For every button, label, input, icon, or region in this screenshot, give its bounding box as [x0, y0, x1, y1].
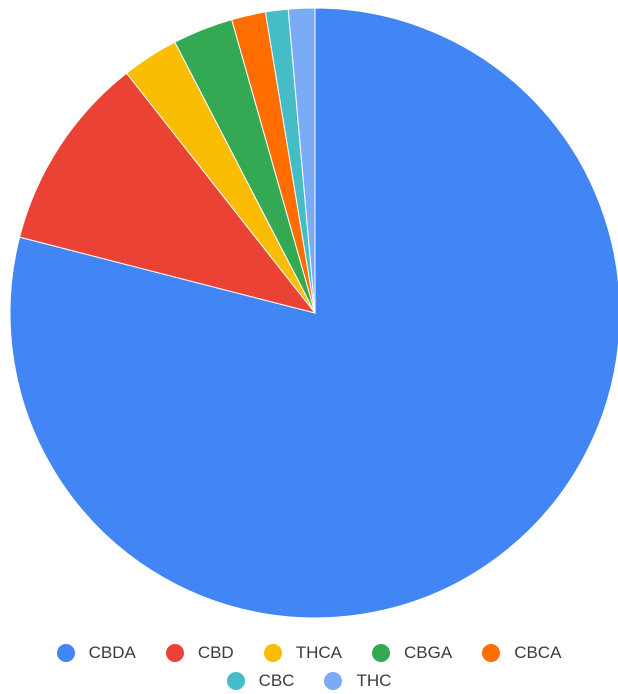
legend-swatch-cbda: [56, 644, 75, 662]
legend-swatch-cbca: [482, 644, 501, 662]
legend-item-thca: THCA: [263, 643, 342, 663]
legend-label-cbda: CBDA: [88, 643, 136, 662]
legend-label-cbga: CBGA: [404, 643, 453, 662]
legend-item-cbga: CBGA: [372, 643, 452, 663]
legend-swatch-thca: [263, 644, 282, 662]
pie-slice-cbd: [18, 72, 317, 314]
legend-label-cbc: CBC: [258, 671, 295, 690]
legend-swatch-thc: [324, 672, 343, 690]
legend-label-thca: THCA: [295, 643, 342, 662]
legend-item-cbc: CBC: [226, 671, 295, 691]
legend-item-cbca: CBCA: [482, 643, 561, 663]
legend-swatch-cbga: [372, 644, 390, 662]
legend-swatch-cbc: [226, 672, 245, 690]
legend-item-thc: THC: [324, 671, 391, 691]
legend-label-cbca: CBCA: [514, 643, 562, 662]
pie-chart-plot: [9, 7, 618, 619]
pie-slice-thc: [287, 7, 316, 314]
legend-swatch-cbd: [165, 644, 184, 662]
legend-row-2: CBC THC: [0, 671, 618, 691]
legend-label-cbd: CBD: [197, 643, 234, 662]
legend-item-cbda: CBDA: [56, 643, 136, 663]
legend-item-cbd: CBD: [165, 643, 234, 663]
legend-label-thc: THC: [356, 671, 392, 690]
legend-row-1: CBDA CBD THCA CBGA CBCA: [0, 643, 618, 663]
